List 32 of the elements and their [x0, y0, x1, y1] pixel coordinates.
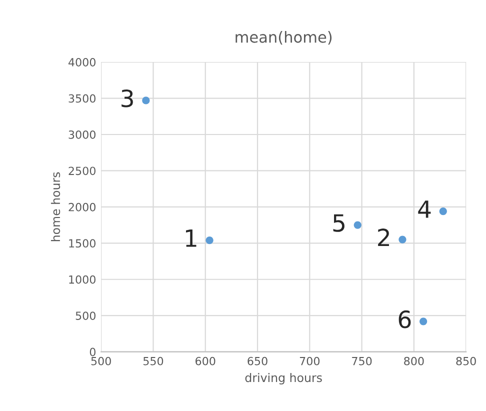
point: [142, 96, 150, 104]
point: [206, 236, 214, 244]
x-tick-label: 550: [143, 356, 164, 366]
x-tick-label: 700: [300, 356, 320, 366]
y-tick-label: 3000: [68, 130, 96, 139]
x-tick-label: 500: [91, 356, 111, 366]
x-tick-label: 600: [196, 356, 216, 366]
point: [398, 236, 406, 244]
y-tick-label: 4000: [68, 58, 96, 66]
y-tick-label: 1500: [69, 239, 96, 248]
y-axis-title: home hours: [50, 172, 60, 242]
y-tick-label: 2500: [68, 166, 96, 176]
y-tick-label: 1000: [69, 275, 96, 284]
point: [420, 318, 428, 326]
x-tick-label: 650: [248, 356, 268, 366]
y-tick-label: 3500: [68, 94, 96, 103]
annotation: 2: [378, 228, 389, 246]
chart-title: mean(home): [236, 31, 332, 45]
annotation: 6: [398, 310, 411, 328]
y-tick-label: 2000: [68, 202, 96, 212]
annotation: 1: [186, 230, 196, 247]
x-tick-label: 750: [352, 356, 372, 366]
annotation: 5: [333, 214, 344, 232]
y-tick-label: 0: [90, 348, 96, 356]
point: [439, 207, 447, 216]
x-tick-label: 800: [404, 356, 424, 366]
y-tick-label: 500: [76, 312, 96, 320]
point: [354, 221, 362, 229]
annotation: 4: [418, 200, 431, 218]
x-tick-label: 850: [456, 356, 476, 366]
x-axis-title: driving hours: [245, 372, 322, 384]
annotation: 3: [122, 89, 133, 108]
